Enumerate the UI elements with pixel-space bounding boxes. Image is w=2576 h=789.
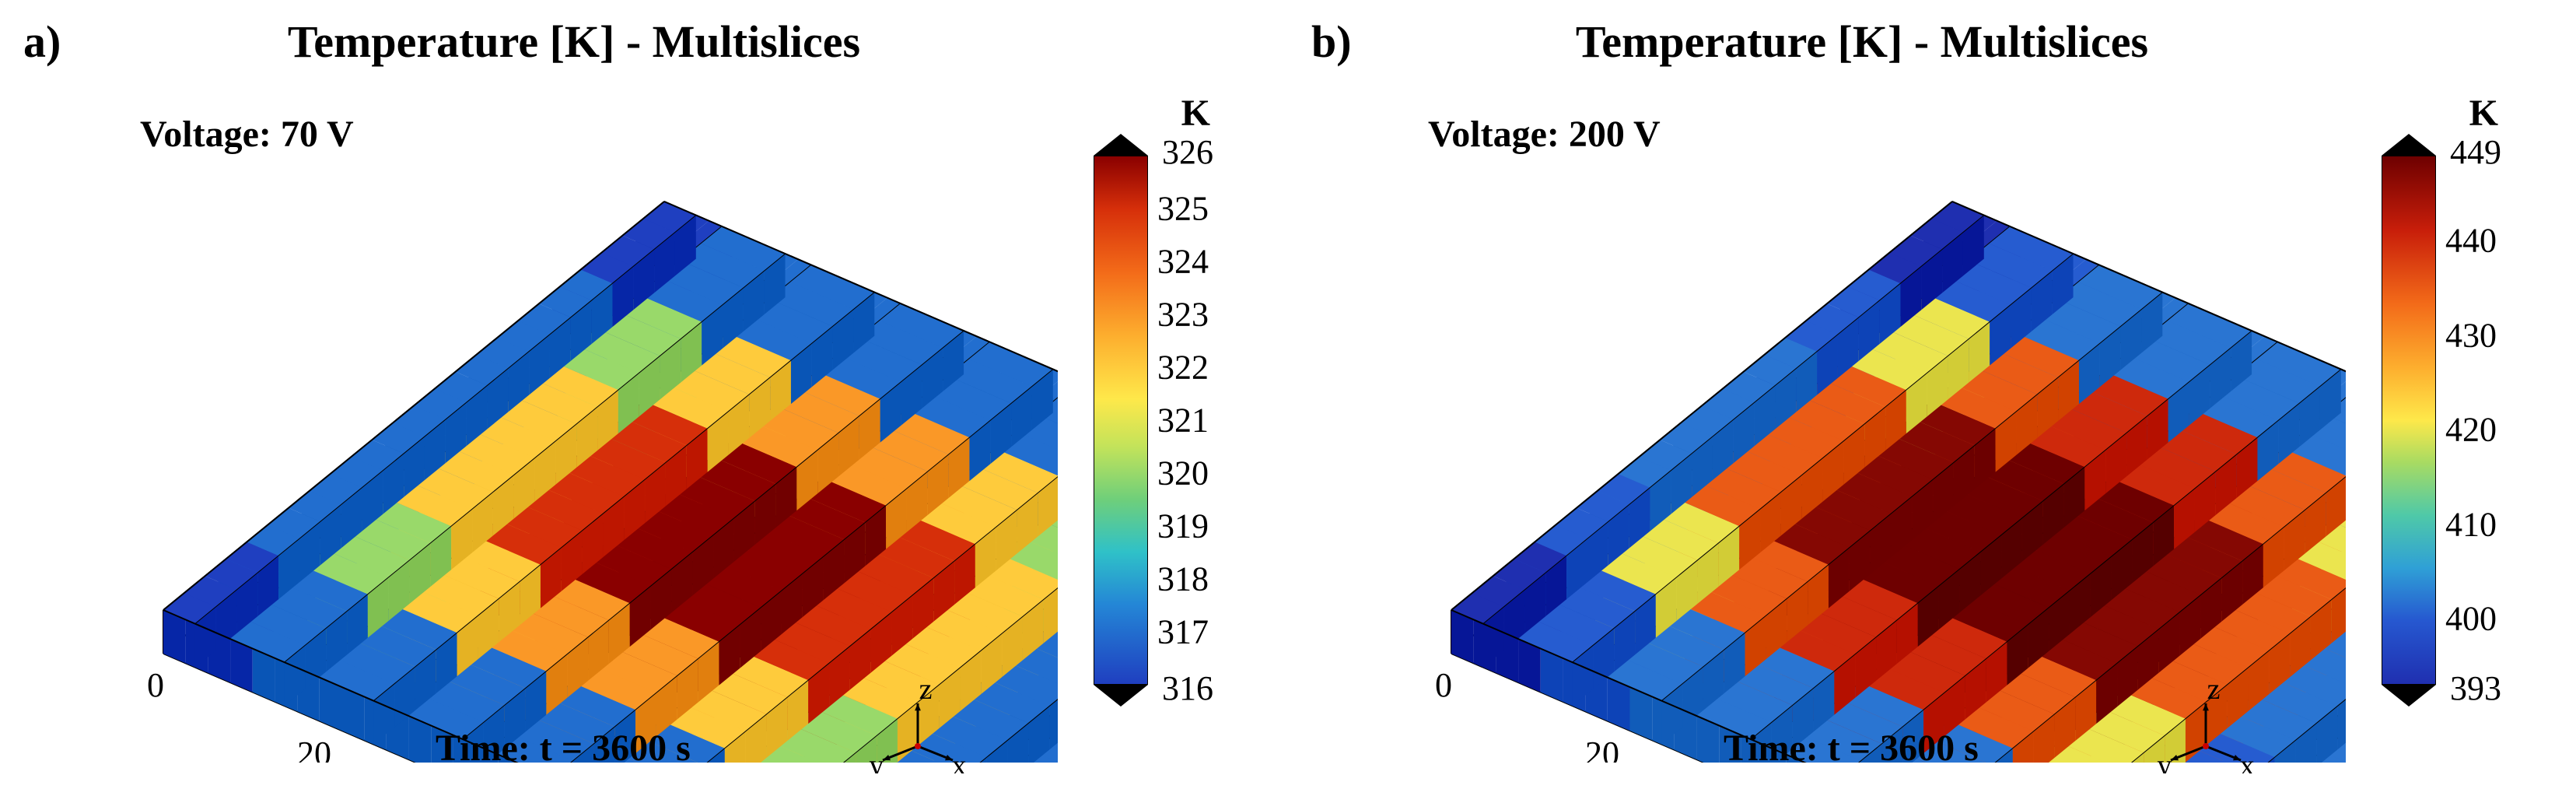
colorbar-min-b: 393: [2450, 668, 2501, 708]
colorbar-tick: 400: [2445, 599, 2497, 639]
colorbar-tick: 420: [2445, 410, 2497, 450]
colorbar-b: K 449 440430420410400 393: [2382, 101, 2545, 747]
colorbar-tick: 410: [2445, 504, 2497, 544]
colorbar-gradient-a: [1094, 156, 1148, 685]
svg-text:y: y: [2157, 749, 2172, 773]
svg-text:x: x: [2240, 749, 2255, 773]
colorbar-unit-b: K: [2469, 92, 2498, 135]
panel-a: a) Temperature [K] - Multislices Voltage…: [0, 0, 1288, 789]
svg-text:z: z: [2207, 680, 2221, 706]
colorbar-tick: 317: [1157, 612, 1209, 652]
colorbar-tick: 321: [1157, 401, 1209, 440]
colorbar-gradient-b: [2382, 156, 2436, 685]
colorbar-tick: 322: [1157, 348, 1209, 387]
colorbar-tick: 325: [1157, 189, 1209, 229]
svg-text:0: 0: [1435, 666, 1452, 704]
colorbar-min-a: 316: [1162, 668, 1213, 708]
svg-text:0: 0: [147, 666, 164, 704]
svg-text:y: y: [869, 749, 884, 773]
panel-title-a: Temperature [K] - Multislices: [0, 16, 1148, 68]
colorbar-tick: 319: [1157, 507, 1209, 546]
svg-text:20: 20: [1585, 735, 1619, 763]
colorbar-tick: 318: [1157, 559, 1209, 599]
colorbar-tick: 323: [1157, 295, 1209, 335]
colorbar-max-arrow: [1094, 134, 1148, 156]
colorbar-tick: 324: [1157, 242, 1209, 282]
colorbar-tick: 320: [1157, 454, 1209, 493]
svg-text:z: z: [919, 680, 933, 706]
svg-text:x: x: [952, 749, 967, 773]
colorbar-ticks-a: 325 324 323 322 321 320 319 318 317: [1157, 156, 1251, 685]
colorbar-min-arrow: [1094, 685, 1148, 707]
panel-title-b: Temperature [K] - Multislices: [1288, 16, 2436, 68]
plot-3d-b: 020406080mm0204060mm: [1319, 86, 2346, 763]
colorbar-unit-a: K: [1181, 92, 1210, 135]
plot-3d-a: 020406080mm0204060mm: [31, 86, 1058, 763]
colorbar-ticks-b: 440 430 420 410 400: [2445, 156, 2539, 685]
colorbar-tick: 430: [2445, 315, 2497, 355]
svg-text:20: 20: [297, 735, 331, 763]
time-b: Time: t = 3600 s: [1724, 727, 1979, 770]
colorbar-max-arrow: [2382, 134, 2436, 156]
axis-triad-b: x y z: [2151, 680, 2276, 773]
time-a: Time: t = 3600 s: [436, 727, 691, 770]
colorbar-a: K 326 325324323322321320319318317 316: [1094, 101, 1257, 747]
colorbar-tick: 440: [2445, 221, 2497, 261]
axis-triad-a: x y z: [863, 680, 988, 773]
panel-b: b) Temperature [K] - Multislices Voltage…: [1288, 0, 2576, 789]
colorbar-min-arrow: [2382, 685, 2436, 707]
